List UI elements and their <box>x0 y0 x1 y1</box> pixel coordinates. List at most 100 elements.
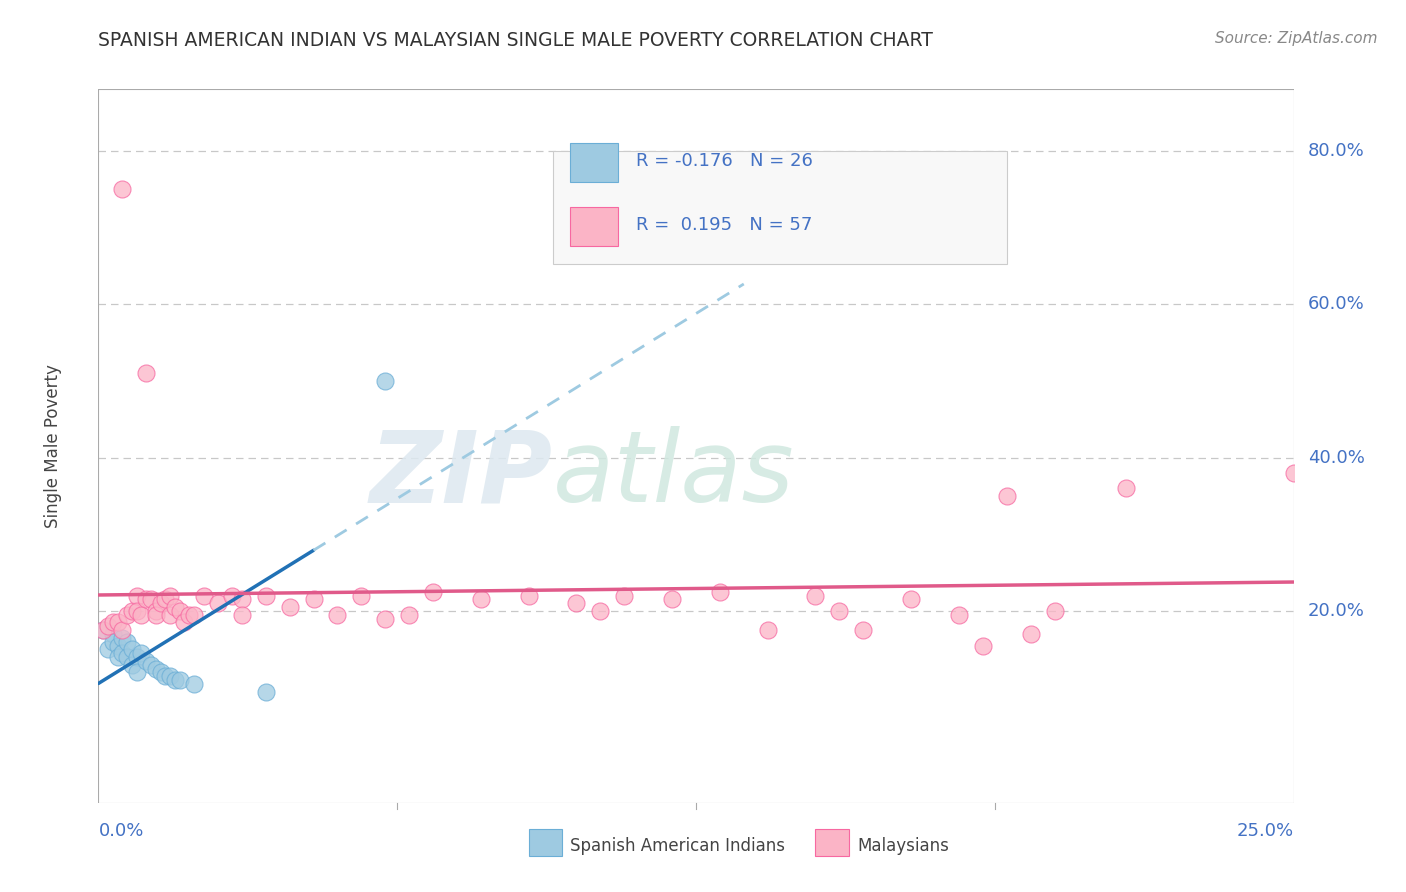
Point <box>565 596 588 610</box>
Text: 0.0%: 0.0% <box>98 822 143 840</box>
Text: Spanish American Indians: Spanish American Indians <box>571 837 786 855</box>
Bar <box>571 207 619 246</box>
Text: R = -0.176   N = 26: R = -0.176 N = 26 <box>636 152 813 169</box>
Point <box>169 673 191 687</box>
Point <box>972 639 994 653</box>
Text: 60.0%: 60.0% <box>1308 295 1365 313</box>
Point <box>131 646 153 660</box>
Point <box>125 604 148 618</box>
Point <box>278 600 301 615</box>
Point <box>131 607 153 622</box>
Text: R =  0.195   N = 57: R = 0.195 N = 57 <box>636 216 813 234</box>
Bar <box>529 830 562 856</box>
Point <box>326 607 349 622</box>
Point <box>231 607 253 622</box>
Point <box>183 607 205 622</box>
Point <box>1043 604 1066 618</box>
Point <box>900 592 922 607</box>
Point <box>135 592 157 607</box>
Point <box>852 623 875 637</box>
Point <box>155 669 177 683</box>
Point <box>398 607 420 622</box>
Point <box>163 673 186 687</box>
Point <box>125 589 148 603</box>
Point <box>589 604 612 618</box>
Point <box>145 607 167 622</box>
Point <box>115 634 138 648</box>
Point <box>125 650 148 665</box>
Point <box>91 623 114 637</box>
Point <box>159 669 181 683</box>
Point <box>139 657 162 672</box>
Point <box>254 589 277 603</box>
Text: 25.0%: 25.0% <box>1236 822 1294 840</box>
Point <box>135 366 157 380</box>
Point <box>179 607 201 622</box>
Point <box>350 589 373 603</box>
Point <box>121 657 143 672</box>
Point <box>107 615 129 630</box>
Point <box>97 642 120 657</box>
Point <box>115 650 138 665</box>
Point <box>221 589 243 603</box>
Text: Single Male Poverty: Single Male Poverty <box>44 364 62 528</box>
Point <box>111 631 134 645</box>
Point <box>101 615 124 630</box>
Point <box>254 684 277 698</box>
FancyBboxPatch shape <box>553 152 1007 264</box>
Text: 80.0%: 80.0% <box>1308 142 1365 160</box>
Point <box>135 654 157 668</box>
Point <box>709 584 731 599</box>
Point <box>155 592 177 607</box>
Point <box>163 600 186 615</box>
Point <box>661 592 683 607</box>
Point <box>613 589 636 603</box>
Point <box>111 182 134 196</box>
Point <box>139 592 162 607</box>
Point <box>169 604 191 618</box>
Point <box>111 646 134 660</box>
Text: Malaysians: Malaysians <box>858 837 949 855</box>
Point <box>125 665 148 680</box>
Point <box>1115 481 1137 495</box>
Point <box>1282 466 1305 480</box>
Point <box>149 596 172 610</box>
Point <box>207 596 229 610</box>
Point <box>374 612 396 626</box>
Bar <box>815 830 849 856</box>
Point <box>159 607 181 622</box>
Point <box>804 589 827 603</box>
Point <box>121 604 143 618</box>
Bar <box>571 143 619 182</box>
Point <box>107 650 129 665</box>
Point <box>183 677 205 691</box>
Point <box>101 634 124 648</box>
Point <box>828 604 851 618</box>
Text: 40.0%: 40.0% <box>1308 449 1365 467</box>
Point <box>517 589 540 603</box>
Point <box>101 627 124 641</box>
Point <box>121 642 143 657</box>
Point <box>159 589 181 603</box>
Text: 20.0%: 20.0% <box>1308 602 1365 620</box>
Point <box>107 639 129 653</box>
Point <box>422 584 444 599</box>
Point <box>470 592 492 607</box>
Point <box>231 592 253 607</box>
Point <box>111 623 134 637</box>
Text: Source: ZipAtlas.com: Source: ZipAtlas.com <box>1215 31 1378 46</box>
Point <box>115 607 138 622</box>
Text: atlas: atlas <box>553 426 794 523</box>
Point <box>756 623 779 637</box>
Point <box>145 661 167 675</box>
Point <box>302 592 325 607</box>
Point <box>948 607 970 622</box>
Point <box>193 589 215 603</box>
Point <box>91 623 114 637</box>
Point <box>173 615 195 630</box>
Point <box>1019 627 1042 641</box>
Text: ZIP: ZIP <box>370 426 553 523</box>
Text: SPANISH AMERICAN INDIAN VS MALAYSIAN SINGLE MALE POVERTY CORRELATION CHART: SPANISH AMERICAN INDIAN VS MALAYSIAN SIN… <box>98 31 934 50</box>
Point <box>145 604 167 618</box>
Point <box>374 374 396 388</box>
